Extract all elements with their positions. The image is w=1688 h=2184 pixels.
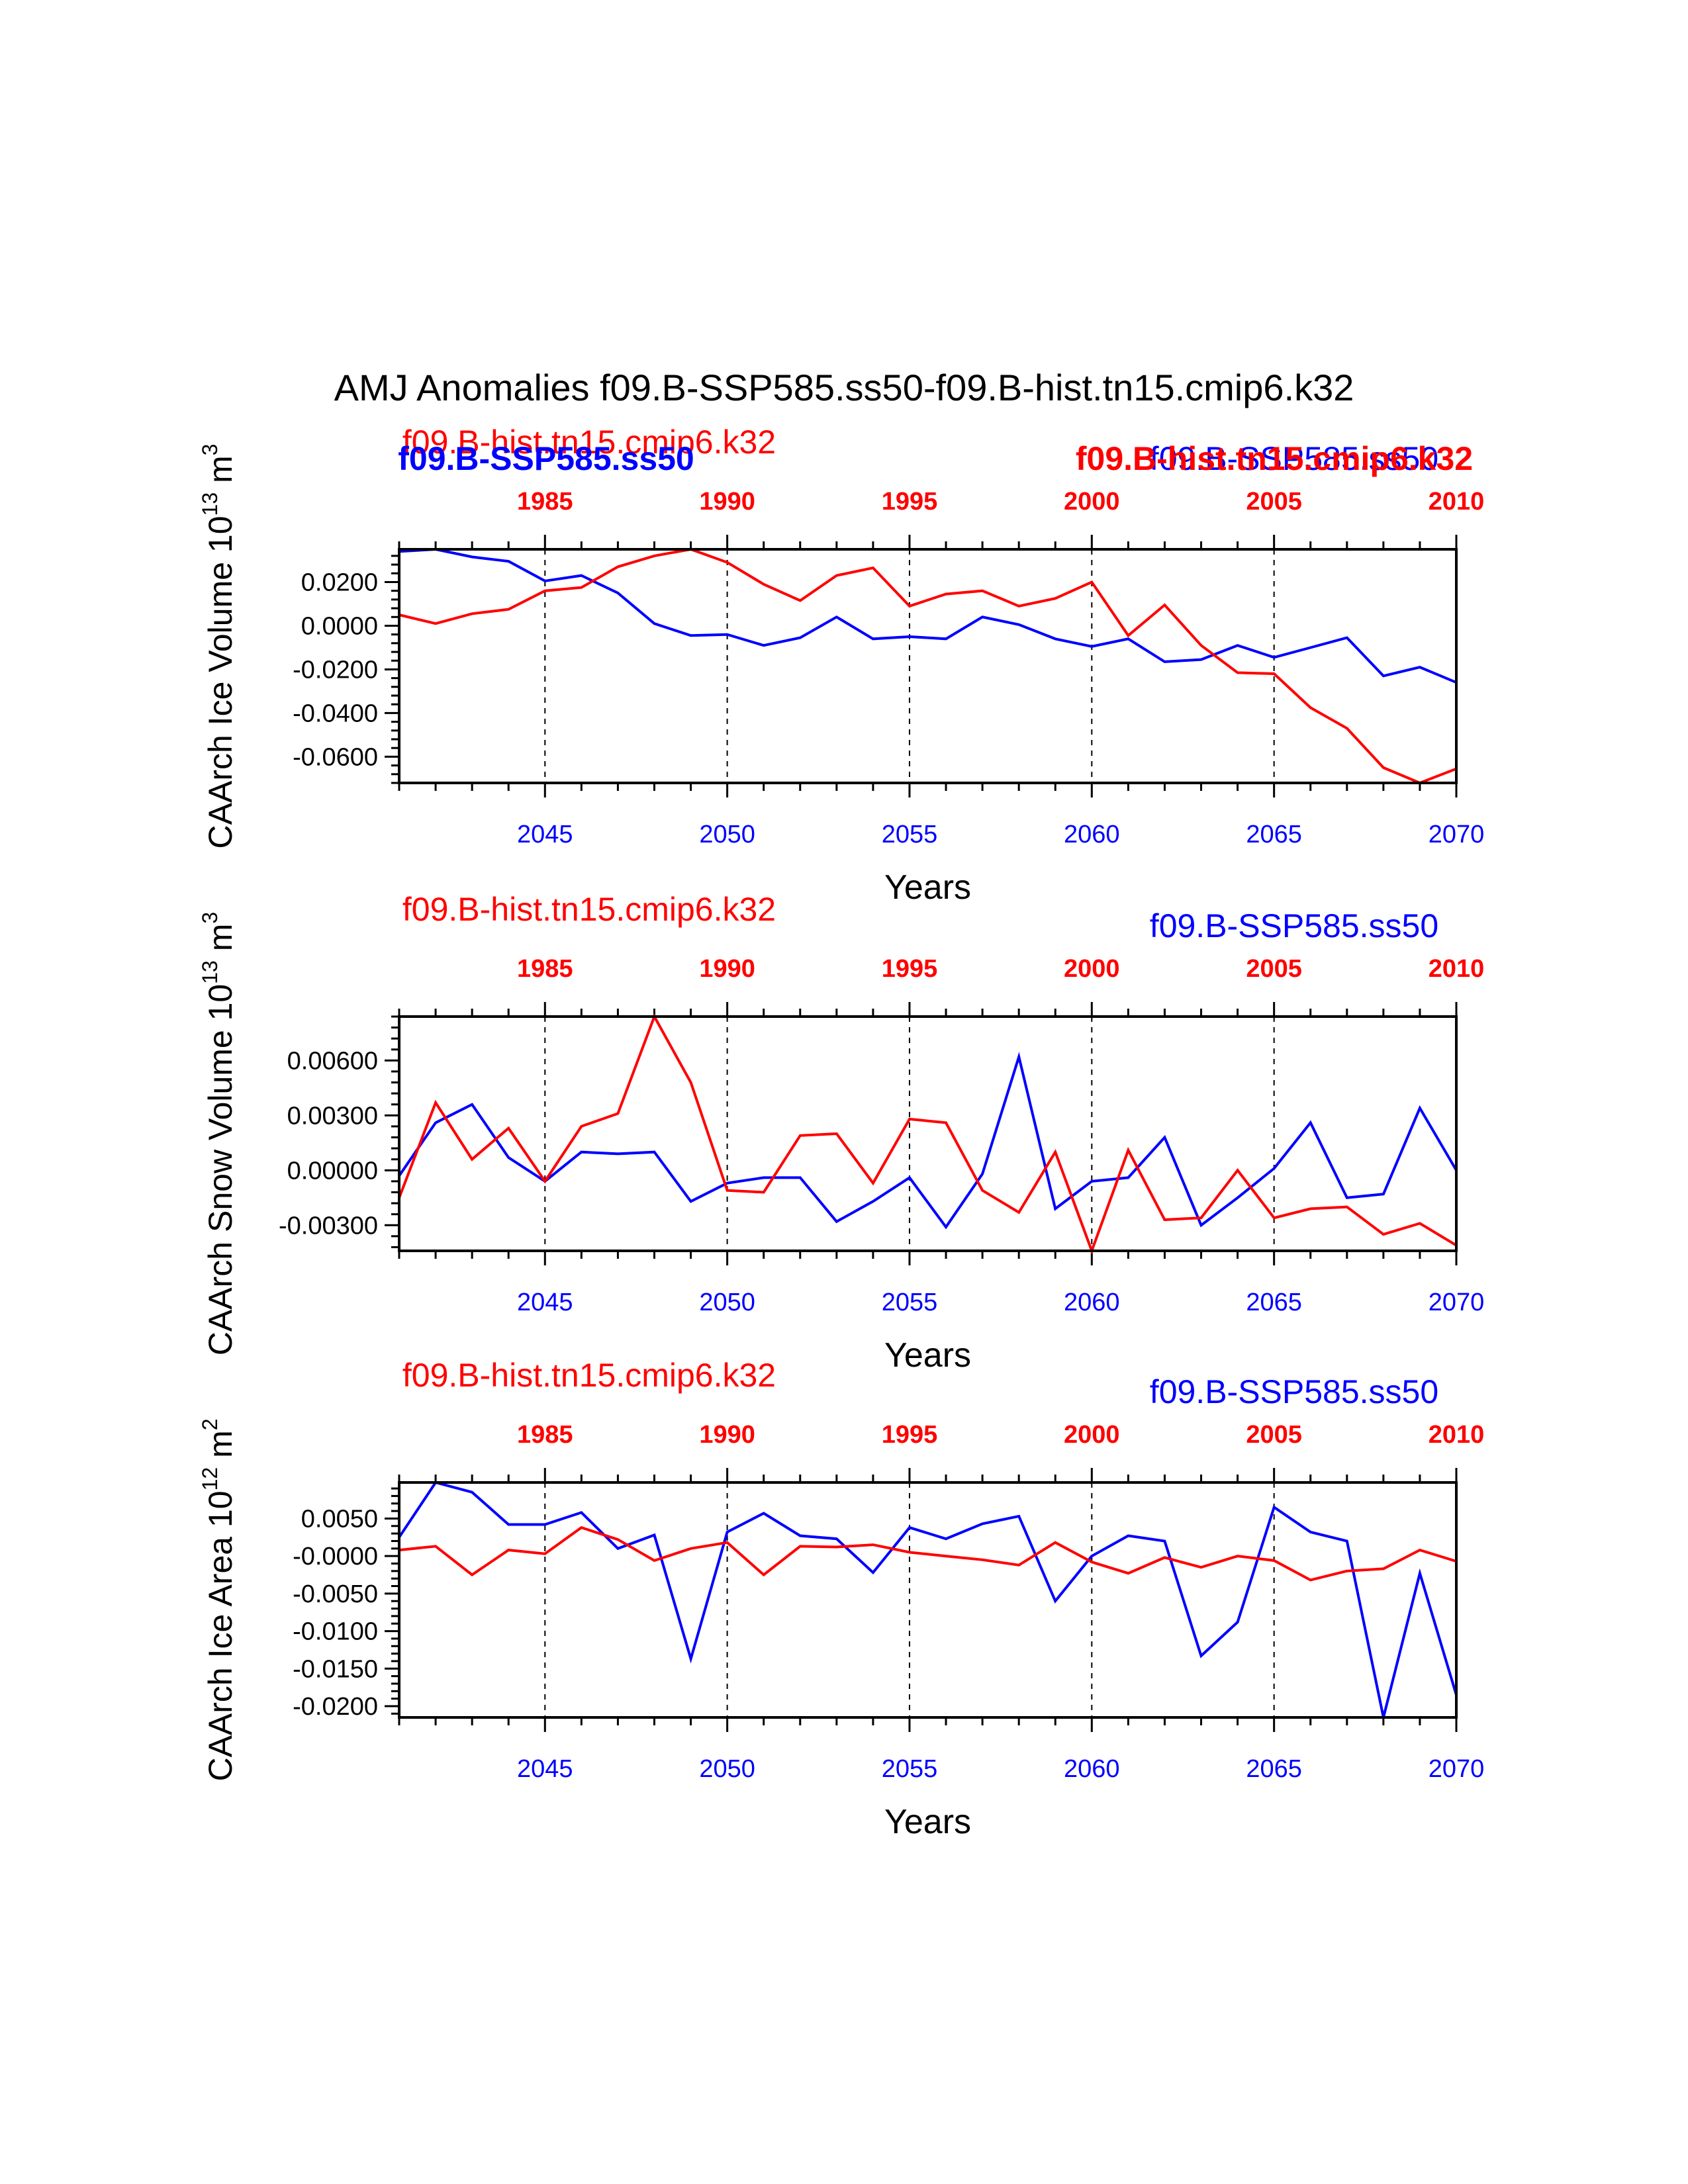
y-axis-label: CAArch Snow Volume 1013 m3: [198, 912, 239, 1355]
top-tick-label: 1990: [699, 488, 755, 516]
y-tick-label: -0.0200: [293, 1693, 378, 1721]
label-hist-run: f09.B-hist.tn15.cmip6.k32: [402, 1357, 776, 1394]
bottom-tick-label: 2045: [517, 1289, 573, 1316]
y-tick-label: -0.00300: [279, 1212, 378, 1240]
y-tick-label: 0.0000: [301, 612, 378, 640]
x-axis-label: Years: [884, 868, 971, 907]
top-tick-label: 2010: [1429, 488, 1485, 516]
plot-frame: [398, 1015, 1458, 1252]
label-hist-run-bold: f09.B-hist.tn15.cmip6.k32: [1076, 440, 1473, 477]
bottom-tick-label: 2065: [1246, 821, 1302, 848]
top-tick-label: 1995: [882, 955, 938, 983]
series-line-ssp: [398, 1480, 1458, 1718]
top-tick-label: 1995: [882, 1421, 938, 1449]
label-ssp-run: f09.B-SSP585.ss50: [1150, 440, 1438, 477]
top-tick-label: 2000: [1064, 1421, 1120, 1449]
bottom-tick-label: 2060: [1064, 1289, 1120, 1316]
bottom-tick-label: 2060: [1064, 1755, 1120, 1783]
top-tick-label: 2000: [1064, 488, 1120, 516]
y-axis-label: CAArch Ice Volume 1013 m3: [198, 444, 239, 849]
series-line-hist: [399, 1525, 1457, 1582]
bottom-tick-label: 2050: [699, 821, 755, 848]
figure-title: AMJ Anomalies f09.B-SSP585.ss50-f09.B-hi…: [334, 367, 1354, 408]
top-tick-label: 1990: [699, 1421, 755, 1449]
bottom-tick-label: 2065: [1246, 1755, 1302, 1783]
y-tick-label: -0.0200: [293, 656, 378, 684]
bottom-tick-label: 2055: [882, 1755, 938, 1783]
bottom-tick-label: 2070: [1429, 1289, 1485, 1316]
y-tick-label: 0.0200: [301, 569, 378, 596]
bottom-tick-label: 2055: [882, 1289, 938, 1316]
label-hist-run: f09.B-hist.tn15.cmip6.k32: [402, 424, 776, 461]
label-ssp-run-bold: f09.B-SSP585.ss50: [398, 440, 694, 477]
y-tick-label: 0.00300: [287, 1102, 378, 1130]
y-axis-label: CAArch Ice Area 1012 m2: [198, 1418, 239, 1781]
top-tick-label: 2005: [1246, 1421, 1302, 1449]
label-ssp-run: f09.B-SSP585.ss50: [1150, 1373, 1438, 1410]
x-axis-label: Years: [884, 1336, 971, 1375]
bottom-tick-label: 2055: [882, 821, 938, 848]
bottom-tick-label: 2050: [699, 1755, 755, 1783]
plot-frame: [398, 1481, 1458, 1719]
top-tick-label: 2000: [1064, 955, 1120, 983]
series-line-hist: [398, 1013, 1458, 1255]
top-tick-label: 2010: [1429, 1421, 1485, 1449]
y-tick-label: 0.0050: [301, 1505, 378, 1533]
top-tick-label: 1995: [882, 488, 938, 516]
y-tick-label: -0.0000: [293, 1543, 378, 1570]
y-tick-label: 0.00600: [287, 1047, 378, 1075]
panel-3: 0.0050 -0.0000 -0.0050 -0.0100 -0.0150 -0.020…: [198, 1357, 1484, 1841]
top-tick-label: 2010: [1429, 955, 1485, 983]
series-line-ssp: [399, 547, 1457, 684]
bottom-tick-label: 2070: [1429, 1755, 1485, 1783]
x-axis-label: Years: [884, 1803, 971, 1841]
label-hist-run: f09.B-hist.tn15.cmip6.k32: [402, 891, 776, 928]
y-tick-label: -0.0400: [293, 700, 378, 727]
panel-2: 0.00600 0.00300 0.00000 -0.00300 2045 2050 205…: [198, 891, 1484, 1375]
y-tick-label: -0.0100: [293, 1618, 378, 1646]
label-ssp-run: f09.B-SSP585.ss50: [1150, 907, 1438, 944]
y-tick-label: 0.00000: [287, 1157, 378, 1185]
series-line-hist: [399, 547, 1457, 785]
top-tick-label: 1990: [699, 955, 755, 983]
series-line-ssp: [398, 1052, 1458, 1230]
bottom-tick-label: 2045: [517, 1755, 573, 1783]
bottom-tick-label: 2065: [1246, 1289, 1302, 1316]
plot-frame: [398, 548, 1458, 784]
y-tick-label: -0.0600: [293, 743, 378, 771]
top-tick-label: 2005: [1246, 488, 1302, 516]
bottom-tick-label: 2050: [699, 1289, 755, 1316]
y-tick-label: -0.0050: [293, 1580, 378, 1608]
top-tick-label: 1985: [517, 1421, 573, 1449]
top-tick-label: 1985: [517, 955, 573, 983]
bottom-tick-label: 2060: [1064, 821, 1120, 848]
y-tick-label: -0.0150: [293, 1655, 378, 1683]
top-tick-label: 1985: [517, 488, 573, 516]
panel-1: 0.0200 0.0000 -0.0200 -0.0400 -0.0600 2045 205…: [198, 424, 1484, 907]
top-tick-label: 2005: [1246, 955, 1302, 983]
bottom-tick-label: 2045: [517, 821, 573, 848]
bottom-tick-label: 2070: [1429, 821, 1485, 848]
